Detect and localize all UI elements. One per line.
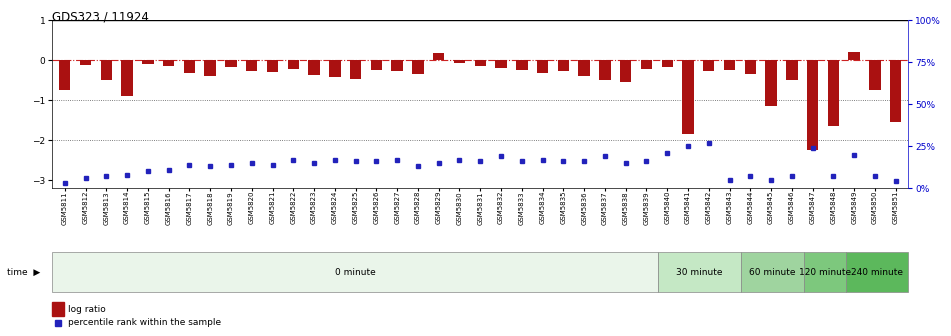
- Text: 240 minute: 240 minute: [851, 268, 902, 277]
- Bar: [454, 60, 465, 62]
- Bar: [350, 60, 361, 79]
- Bar: [641, 60, 652, 69]
- Bar: [804, 252, 845, 292]
- Bar: [142, 60, 153, 64]
- Text: 60 minute: 60 minute: [749, 268, 796, 277]
- Text: 0 minute: 0 minute: [335, 268, 376, 277]
- Bar: [599, 60, 611, 80]
- Bar: [869, 60, 881, 90]
- Bar: [52, 252, 658, 292]
- Bar: [475, 60, 486, 66]
- Bar: [101, 60, 112, 80]
- Bar: [204, 60, 216, 76]
- Bar: [163, 60, 174, 66]
- Bar: [662, 60, 673, 67]
- Bar: [495, 60, 507, 68]
- Bar: [827, 60, 839, 126]
- Bar: [287, 60, 299, 69]
- Bar: [557, 60, 569, 71]
- Bar: [703, 60, 714, 71]
- Bar: [225, 60, 237, 67]
- Bar: [807, 60, 819, 150]
- Bar: [371, 60, 382, 70]
- Bar: [745, 60, 756, 74]
- Bar: [80, 60, 91, 65]
- Bar: [329, 60, 340, 77]
- Bar: [766, 60, 777, 106]
- Text: GDS323 / 11924: GDS323 / 11924: [52, 10, 149, 23]
- Bar: [59, 60, 70, 90]
- Bar: [516, 60, 528, 70]
- Text: time  ▶: time ▶: [7, 268, 40, 277]
- Text: 30 minute: 30 minute: [676, 268, 723, 277]
- Bar: [724, 60, 735, 70]
- Text: 120 minute: 120 minute: [799, 268, 851, 277]
- Bar: [848, 52, 860, 60]
- Bar: [658, 252, 741, 292]
- Bar: [890, 60, 902, 122]
- Bar: [308, 60, 320, 75]
- Bar: [392, 60, 403, 71]
- Bar: [845, 252, 908, 292]
- Bar: [786, 60, 798, 80]
- Bar: [682, 60, 693, 134]
- Bar: [412, 60, 423, 74]
- Bar: [184, 60, 195, 73]
- Bar: [267, 60, 279, 72]
- Bar: [246, 60, 258, 71]
- Bar: [122, 60, 133, 96]
- Bar: [578, 60, 590, 76]
- Bar: [433, 53, 444, 60]
- Text: log ratio: log ratio: [68, 305, 106, 313]
- Text: percentile rank within the sample: percentile rank within the sample: [68, 318, 221, 327]
- Bar: [537, 60, 549, 73]
- Bar: [620, 60, 631, 82]
- Bar: [741, 252, 804, 292]
